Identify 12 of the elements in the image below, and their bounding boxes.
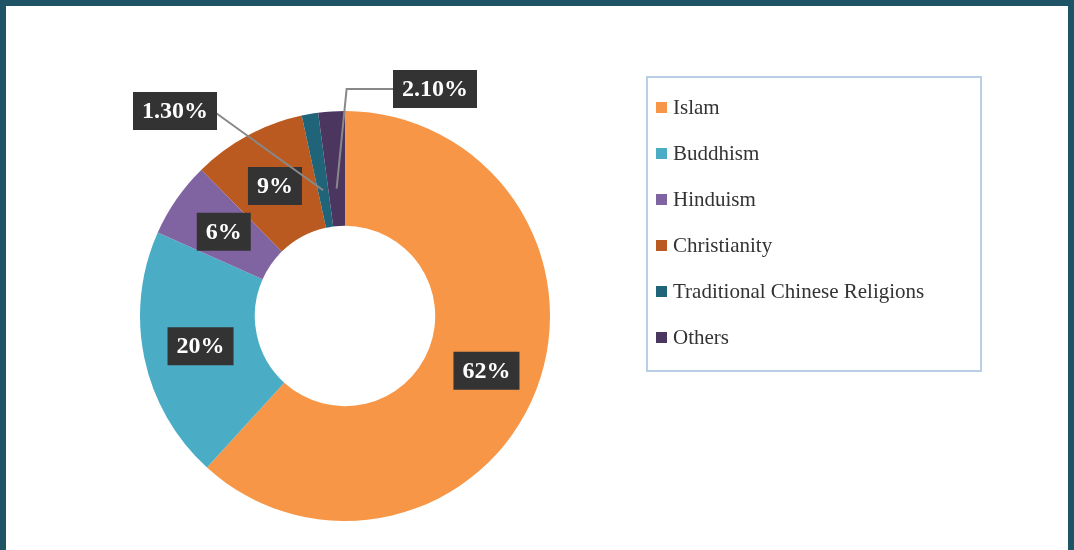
legend-label: Others (673, 324, 729, 350)
data-label: 2.10% (402, 75, 468, 102)
legend-label: Islam (673, 94, 720, 120)
legend-label: Traditional Chinese Religions (673, 278, 925, 304)
data-label: 9% (256, 172, 293, 199)
data-label: 62% (462, 356, 511, 383)
legend-label: Buddhism (673, 140, 760, 166)
data-label: 6% (205, 218, 242, 245)
data-label: 1.30% (142, 97, 208, 124)
legend-label: Hinduism (673, 186, 756, 212)
data-label: 20% (176, 332, 225, 359)
legend-label: Christianity (673, 232, 773, 258)
